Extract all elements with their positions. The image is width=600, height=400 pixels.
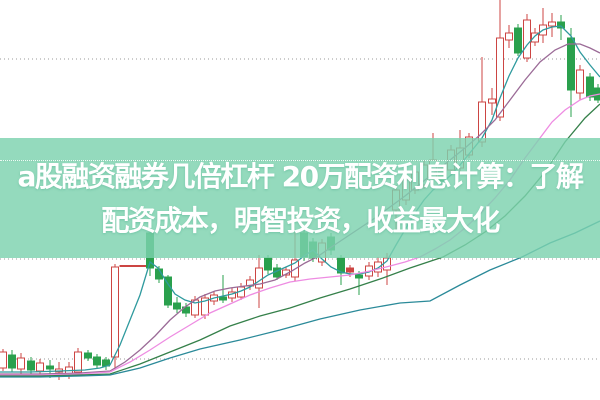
headline-text: a股融资融券几倍杠杆 20万配资利息计算：了解 配资成本，明智投资，收益最大化 xyxy=(0,138,600,258)
headline-line-2: 配资成本，明智投资，收益最大化 xyxy=(101,204,500,237)
headline-line-1: a股融资融券几倍杠杆 20万配资利息计算：了解 xyxy=(17,160,584,193)
banner-gridline xyxy=(0,160,600,161)
headline-banner: a股融资融券几倍杠杆 20万配资利息计算：了解 配资成本，明智投资，收益最大化 xyxy=(0,138,600,258)
ma-fast-teal xyxy=(0,25,600,373)
